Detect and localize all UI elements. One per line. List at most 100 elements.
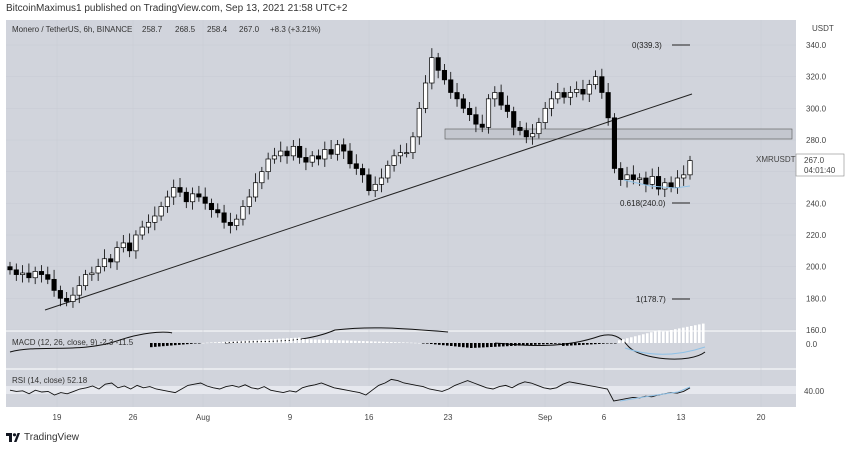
candle: [101, 249, 107, 272]
time-tick-label: 23: [444, 413, 453, 422]
macd-bar: [238, 340, 241, 343]
macd-bar: [234, 341, 237, 343]
candle: [208, 198, 215, 218]
candle: [649, 168, 655, 190]
macd-bar: [406, 342, 409, 344]
candle: [315, 149, 322, 166]
candle: [234, 214, 240, 231]
resistance-zone[interactable]: [444, 128, 793, 140]
ascending-trendline[interactable]: [44, 93, 693, 311]
candle: [183, 187, 189, 209]
macd-line: [9, 327, 706, 360]
candle: [32, 266, 38, 285]
tradingview-logo[interactable]: TradingView: [6, 432, 79, 443]
macd-bar: [250, 340, 253, 343]
macd-bar: [522, 343, 525, 346]
macd-bar: [562, 343, 565, 346]
macd-bar: [514, 343, 517, 346]
macd-bar: [230, 341, 233, 343]
candle: [643, 171, 649, 193]
macd-indicator[interactable]: [9, 327, 706, 360]
candle: [158, 201, 164, 221]
macd-bar: [190, 343, 193, 344]
fib-level-0[interactable]: 0(339.3): [632, 41, 690, 50]
macd-bar: [170, 343, 173, 346]
price-tick-label: 300.0: [806, 104, 827, 113]
macd-bar: [294, 337, 297, 343]
macd-bar: [226, 341, 229, 343]
candle: [467, 102, 473, 121]
price-divergence-line: [623, 179, 691, 189]
macd-bar: [298, 337, 301, 343]
macd-bar: [494, 343, 497, 347]
candle: [13, 263, 19, 281]
macd-bar: [286, 338, 289, 343]
candle: [89, 266, 95, 281]
macd-bar: [510, 343, 513, 346]
tradingview-icon: [6, 433, 20, 442]
macd-bar: [678, 328, 681, 343]
candle: [171, 179, 177, 205]
macd-bar: [566, 343, 569, 346]
macd-bar: [654, 331, 657, 343]
macd-bar: [206, 342, 209, 344]
macd-bar: [610, 343, 613, 344]
candle: [145, 214, 152, 234]
macd-bar: [642, 334, 645, 343]
candle: [196, 185, 202, 202]
macd-bar: [318, 339, 321, 343]
candle: [454, 83, 460, 107]
macd-bar: [218, 342, 221, 343]
fib-level-1[interactable]: 1(178.7): [636, 295, 690, 304]
macd-bar: [246, 340, 249, 343]
candle: [492, 86, 498, 107]
candle: [567, 86, 573, 106]
time-tick-label: 19: [53, 413, 62, 422]
price-tick-label: 280.0: [806, 136, 827, 145]
macd-bar: [530, 343, 533, 345]
price-tick-label: 340.0: [806, 41, 827, 50]
macd-bar: [390, 342, 393, 343]
fib-label-1: 1(178.7): [636, 295, 666, 304]
macd-bar: [326, 339, 329, 343]
time-axis-ticks: 19 26 Aug 9 16 23 Sep 6 13 20: [53, 413, 766, 422]
macd-bar: [526, 343, 529, 346]
macd-bar: [694, 325, 697, 343]
macd-bar: [646, 333, 649, 343]
macd-bar: [502, 343, 505, 347]
candle: [435, 52, 441, 79]
macd-bar: [210, 342, 213, 343]
fib-label-0: 0(339.3): [632, 41, 662, 50]
candle: [460, 94, 466, 114]
macd-bar: [702, 323, 705, 343]
candle: [76, 276, 82, 304]
macd-bar: [658, 330, 661, 343]
macd-bar: [538, 343, 541, 345]
price-tick-label: 240.0: [806, 199, 827, 208]
time-tick-label: 9: [288, 413, 293, 422]
candle: [253, 173, 259, 202]
rsi-indicator[interactable]: [9, 378, 691, 402]
candle: [120, 235, 126, 253]
macd-bar: [578, 343, 581, 346]
candle: [221, 204, 227, 229]
macd-bar: [618, 340, 621, 343]
time-tick-label: Aug: [196, 413, 210, 422]
candle: [265, 152, 271, 180]
candle: [580, 79, 586, 101]
candle: [498, 84, 504, 110]
fib-level-0618[interactable]: 0.618(240.0): [620, 199, 690, 208]
macd-bar: [382, 341, 385, 343]
candle: [334, 140, 340, 161]
candle: [404, 143, 410, 158]
macd-bar: [630, 337, 633, 343]
macd-bar: [242, 340, 245, 343]
macd-bar: [478, 343, 481, 348]
macd-bar: [474, 343, 477, 348]
right-axis[interactable]: [796, 20, 844, 407]
macd-bar: [638, 335, 641, 343]
candle: [7, 261, 13, 275]
publisher-line: BitcoinMaximus1 published on TradingView…: [6, 3, 348, 14]
macd-bar: [274, 338, 277, 343]
